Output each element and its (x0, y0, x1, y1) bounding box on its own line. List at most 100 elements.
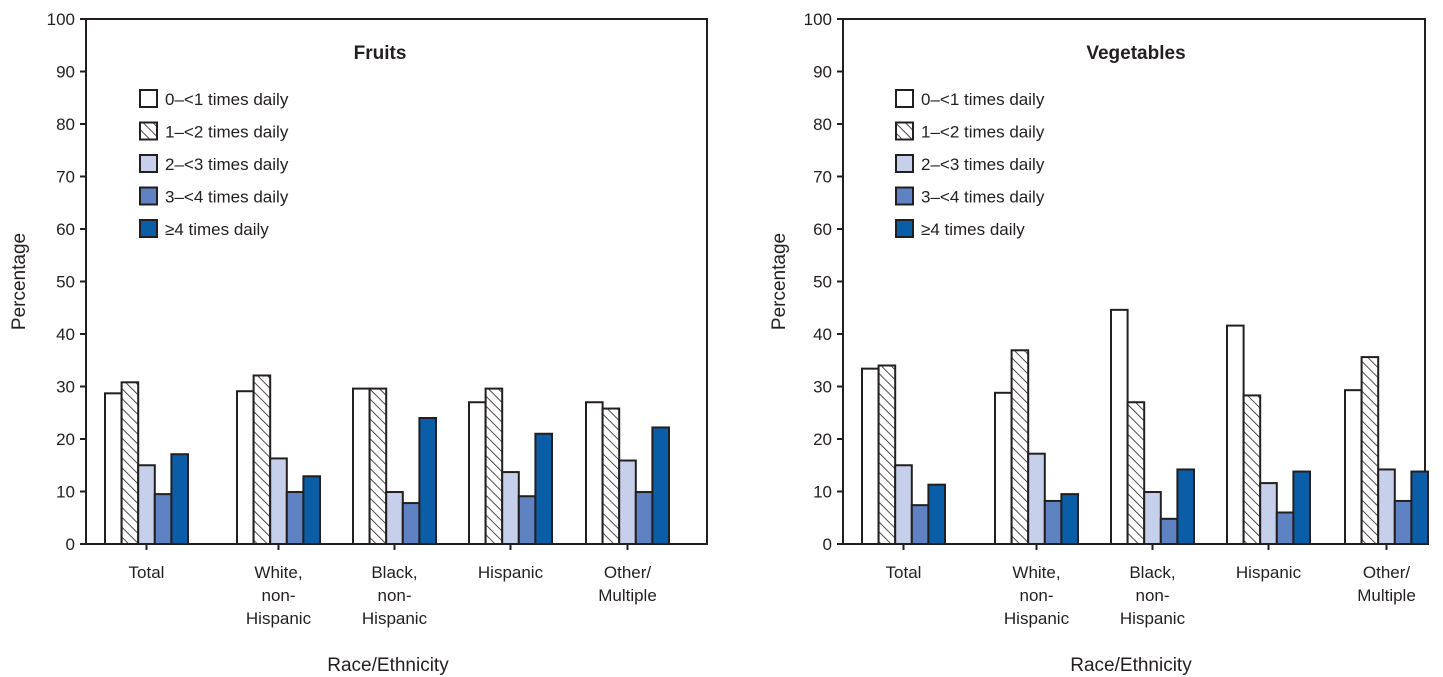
bar (352, 387, 371, 545)
legend-swatch (139, 89, 158, 108)
legend-swatch (895, 219, 914, 238)
bar (1259, 482, 1278, 546)
legend-label: ≥4 times daily (165, 220, 269, 239)
bar (1159, 517, 1179, 545)
y-tick-label: 30 (813, 378, 832, 397)
x-tick-label: Multiple (1357, 586, 1416, 605)
legend-swatch (139, 219, 158, 238)
legend-label: 2–<3 times daily (921, 155, 1045, 174)
x-tick-label: Total (886, 563, 922, 582)
bar (877, 364, 897, 545)
y-tick-label: 40 (813, 325, 832, 344)
legend-label: 0–<1 times daily (921, 90, 1045, 109)
bar (1110, 308, 1129, 545)
x-tick-label: Black, (371, 563, 417, 582)
bar (1143, 491, 1162, 545)
bar (1010, 349, 1030, 545)
y-tick-label: 90 (813, 63, 832, 82)
bar (634, 491, 654, 545)
bar (651, 426, 671, 546)
bar (252, 374, 272, 545)
bar (236, 390, 255, 545)
bar (517, 495, 537, 546)
bar (1275, 511, 1295, 545)
legend-label: ≥4 times daily (921, 220, 1025, 239)
x-tick-label: non- (1019, 586, 1053, 605)
x-tick-label: Black, (1129, 563, 1175, 582)
legend-label: 3–<4 times daily (165, 188, 289, 207)
bar (1126, 401, 1146, 545)
x-tick-label: Hispanic (1004, 609, 1070, 628)
bar (1226, 324, 1245, 545)
y-axis-title: Percentage (9, 233, 30, 330)
bar (120, 381, 140, 545)
y-tick-label: 100 (47, 10, 75, 29)
bar (618, 459, 637, 545)
y-axis-title: Percentage (769, 233, 790, 330)
y-tick-label: 50 (56, 273, 75, 292)
bar (1360, 356, 1380, 545)
bar (534, 432, 554, 545)
y-tick-label: 60 (56, 220, 75, 239)
y-tick-label: 0 (823, 535, 832, 554)
bar (1060, 493, 1080, 545)
x-tick-label: Other/ (604, 563, 652, 582)
legend-swatch (895, 121, 914, 141)
bar (1292, 470, 1312, 545)
x-tick-label: White, (254, 563, 302, 582)
y-tick-label: 60 (813, 220, 832, 239)
y-tick-label: 10 (813, 483, 832, 502)
y-tick-label: 20 (813, 430, 832, 449)
panel-title: Fruits (354, 43, 407, 64)
fruits-panel: 0 10 20 30 40 50 60 70 80 90 100 Percentage Race/Eth… (9, 10, 708, 676)
bar (1393, 499, 1413, 546)
y-tick-label: 50 (813, 273, 832, 292)
legend-label: 1–<2 times daily (165, 123, 289, 142)
bar (153, 493, 173, 545)
x-tick-label: Multiple (598, 586, 657, 605)
legend-swatch (139, 154, 158, 173)
bar (385, 491, 404, 545)
bar (501, 471, 520, 546)
legend-swatch (139, 186, 158, 206)
bar (302, 475, 321, 545)
y-tick-label: 70 (813, 168, 832, 187)
bar (418, 417, 437, 545)
bar (285, 491, 305, 545)
legend-label: 1–<2 times daily (921, 123, 1045, 142)
bar (1410, 470, 1430, 545)
bar (484, 387, 504, 545)
legend-label: 0–<1 times daily (165, 90, 289, 109)
bar (170, 453, 189, 546)
x-tick-label: White, (1012, 563, 1060, 582)
y-tick-label: 20 (56, 430, 75, 449)
x-tick-label: Total (129, 563, 165, 582)
bar (927, 483, 947, 545)
y-tick-label: 90 (56, 63, 75, 82)
bar (401, 502, 421, 545)
legend-swatch (895, 186, 914, 206)
legend-swatch (139, 121, 158, 141)
bar (861, 367, 880, 545)
bar (894, 464, 913, 545)
y-tick-label: 30 (56, 378, 75, 397)
bar (994, 391, 1013, 545)
y-tick-label: 70 (56, 168, 75, 187)
bar (1176, 468, 1196, 546)
bar (368, 387, 388, 545)
bar (1043, 499, 1063, 546)
bar (1242, 394, 1262, 545)
bar (1377, 468, 1396, 546)
x-tick-label: Hispanic (246, 609, 312, 628)
x-tick-label: Other/ (1363, 563, 1411, 582)
y-tick-label: 80 (813, 115, 832, 134)
panel-title: Vegetables (1086, 43, 1185, 64)
bar (468, 401, 487, 545)
x-tick-label: non- (261, 586, 295, 605)
x-axis-title: Race/Ethnicity (1070, 655, 1192, 676)
vegetables-panel: 0 10 20 30 40 50 60 70 80 90 100 Percentage Race/Eth… (769, 10, 1430, 676)
legend-label: 3–<4 times daily (921, 188, 1045, 207)
bar (910, 504, 930, 545)
bar (1027, 452, 1046, 546)
